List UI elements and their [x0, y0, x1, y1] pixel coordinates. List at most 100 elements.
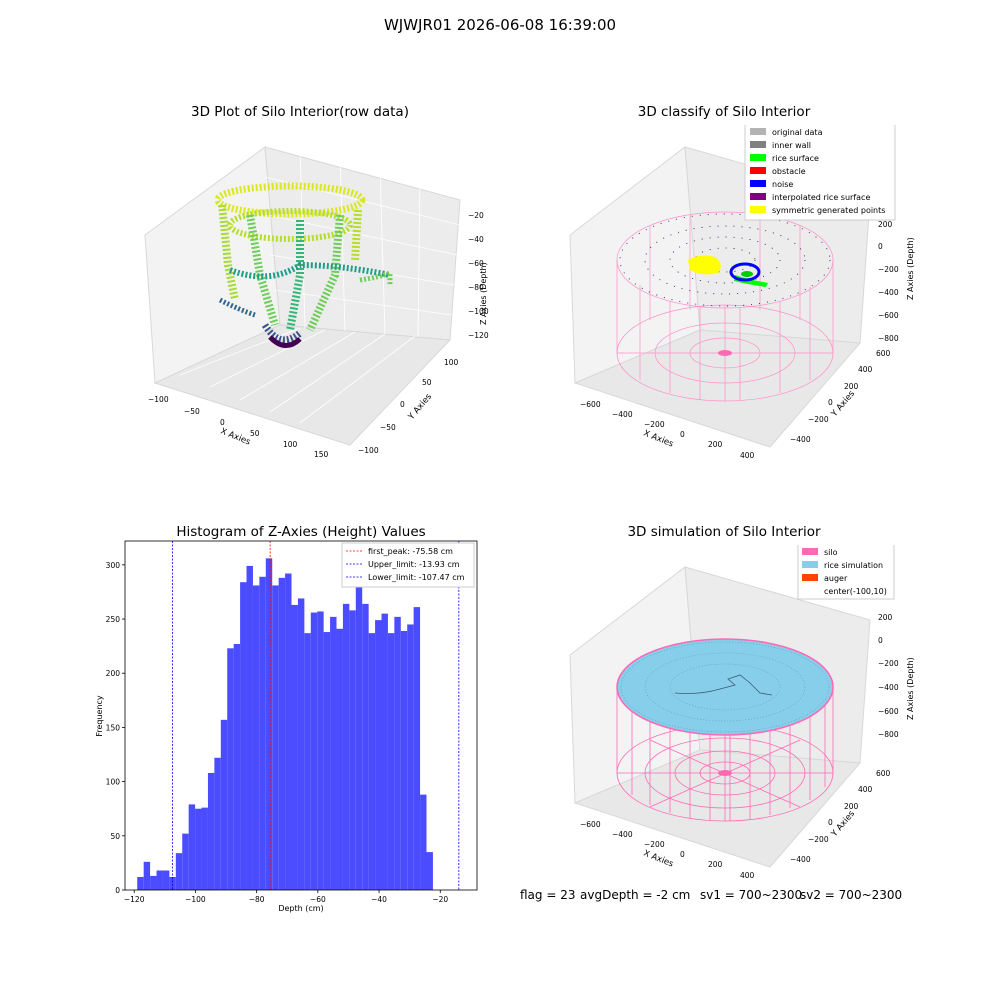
histogram-bar [330, 616, 337, 890]
simulation-xtick: 200 [708, 860, 723, 869]
legend-rice-simulation: rice simulation [824, 561, 883, 570]
simulation-ztick: −600 [878, 707, 899, 716]
raw-ztick: −120 [468, 331, 489, 340]
simulation-xtick: 0 [680, 850, 685, 859]
histogram-bar [252, 585, 260, 890]
raw-ztick: −80 [468, 283, 484, 292]
classify-xtick: 200 [708, 440, 723, 449]
histogram-bar [349, 610, 356, 890]
legend-lower-limit: Lower_limit: -107.47 cm [368, 573, 465, 582]
histogram-bar [355, 585, 363, 890]
histogram-bar [240, 582, 247, 890]
histogram-bar [400, 630, 408, 890]
histogram-ytick-label: 50 [110, 832, 120, 841]
raw-ylabel: Y Axies [406, 392, 434, 423]
histogram-title: Histogram of Z-Axies (Height) Values [176, 524, 426, 540]
rice-surface-cluster [734, 275, 768, 287]
histogram-bar [220, 719, 228, 890]
histogram-ytick-label: 300 [106, 561, 121, 570]
classify-legend: original data inner wall rice surface ob… [744, 125, 896, 221]
noise-cluster [729, 262, 761, 282]
raw-point-cloud [214, 182, 393, 348]
histogram-bar [272, 585, 279, 890]
simulation-ztick: 0 [878, 636, 883, 645]
raw-xtick: −50 [184, 407, 200, 416]
classify-pane-floor [573, 329, 862, 448]
raw-ytick: −100 [358, 446, 379, 455]
histogram-bar [278, 577, 286, 890]
classify-zlabel: Z Axies (Depth) [906, 237, 915, 300]
simulation-ytick: 0 [828, 818, 833, 827]
raw-ytick: −50 [380, 423, 396, 432]
classify-xlabel: X Axies [642, 429, 675, 450]
legend-original-data: original data [772, 128, 823, 137]
histogram-bar [188, 804, 196, 890]
histogram-bar [394, 616, 401, 890]
simulation-ztick: −400 [878, 683, 899, 692]
histogram-bar [336, 628, 343, 890]
status-flag: flag = 23 [520, 888, 576, 902]
rice-simulation-surface [616, 638, 834, 736]
histogram-bar [413, 607, 421, 890]
legend-interpolated: interpolated rice surface [772, 193, 870, 202]
classify-ytick: 0 [828, 398, 833, 407]
histogram-xtick-label: −60 [310, 895, 326, 904]
raw-ytick: 0 [400, 400, 405, 409]
classify-xtick: 400 [740, 451, 755, 460]
classify-ytick: 600 [876, 349, 891, 358]
simulation-ytick: 600 [876, 769, 891, 778]
raw-pane-back [264, 146, 461, 341]
legend-obstacle-swatch [750, 167, 766, 174]
classify-ztick: −400 [878, 288, 899, 297]
simulation-3d-plot: silo rice simulation auger center(-100,1… [569, 545, 915, 880]
simulation-ylabel: Y Axies [829, 809, 857, 840]
classify-xtick: 0 [680, 430, 685, 439]
histogram-bar [387, 633, 395, 890]
simulation-plot-title: 3D simulation of Silo Interior [627, 524, 821, 540]
histogram-ylabel: Frequency [95, 695, 104, 737]
simulation-xtick: 400 [740, 871, 755, 880]
raw-xlabel: X Axies [219, 427, 252, 448]
legend-rice-surface: rice surface [772, 154, 819, 163]
histogram-bar [426, 852, 433, 890]
histogram-ytick-label: 100 [106, 778, 121, 787]
raw-ztick: −60 [468, 259, 484, 268]
legend-symmetric-swatch [750, 206, 766, 213]
legend-symmetric: symmetric generated points [772, 206, 885, 215]
legend-silo: silo [824, 548, 838, 557]
raw-plot-title: 3D Plot of Silo Interior(row data) [191, 104, 409, 120]
legend-upper-limit: Upper_limit: -13.93 cm [368, 560, 460, 569]
raw-ytick: 100 [444, 358, 459, 367]
classify-xtick: −600 [580, 400, 601, 409]
classify-ytick: 400 [858, 365, 873, 374]
legend-inner-wall-swatch [750, 141, 766, 148]
legend-noise-swatch [750, 180, 766, 187]
histogram-bar [162, 870, 170, 890]
histogram-bar [297, 598, 305, 890]
figure-title: WJWJR01 2026-06-08 16:39:00 [383, 16, 617, 34]
histogram-ytick-label: 250 [106, 615, 121, 624]
histogram-xtick-label: −40 [371, 895, 387, 904]
histogram-chart: −120 −100 −80 −60 −40 −20 050100150200250300 … [95, 540, 478, 913]
raw-xtick: 0 [220, 418, 225, 427]
histogram-bar [285, 573, 292, 890]
histogram-xtick-label: −20 [432, 895, 448, 904]
histogram-bar [317, 611, 324, 890]
simulation-ytick: −200 [808, 835, 829, 844]
histogram-ytick-label: 200 [106, 669, 121, 678]
legend-silo-swatch [802, 548, 818, 555]
simulation-ztick: 200 [878, 613, 893, 622]
histogram-bar [323, 632, 331, 890]
histogram-bar [368, 633, 376, 890]
histogram-bar [201, 807, 208, 890]
classify-xtick: −200 [644, 420, 665, 429]
simulation-xtick: −200 [644, 840, 665, 849]
raw-ztick: −20 [468, 211, 484, 220]
legend-rice-simulation-swatch [802, 561, 818, 568]
classify-xtick: −400 [612, 410, 633, 419]
histogram-bar [342, 603, 350, 890]
raw-ytick: 50 [422, 378, 432, 387]
histogram-bar [175, 853, 183, 890]
status-sv1: sv1 = 700~2300 [700, 888, 803, 902]
histogram-xtick-label: −120 [124, 895, 145, 904]
